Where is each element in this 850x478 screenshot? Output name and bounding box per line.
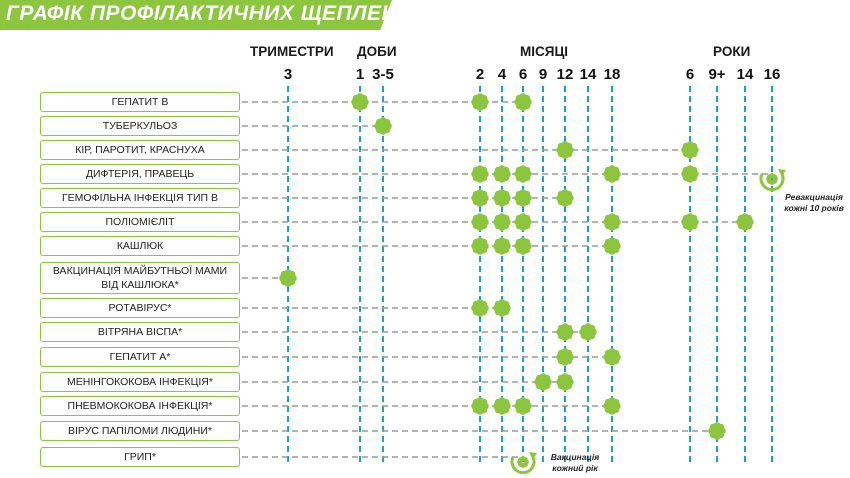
vaccine-label: ГЕПАТИТ В (40, 92, 240, 112)
vaccine-label: КАШЛЮК (40, 236, 240, 256)
vaccination-mark-icon (514, 93, 532, 111)
vaccine-label: ВІТРЯНА ВІСПА* (40, 322, 240, 342)
vaccination-mark-icon (736, 213, 754, 231)
timepoint-label: 3 (283, 66, 293, 83)
vaccination-mark-icon (603, 397, 621, 415)
group-label-trimesters: ТРИМЕСТРИ (250, 44, 334, 59)
vaccine-label: МЕНІНГОКОКОВА ІНФЕКЦІЯ* (40, 372, 240, 392)
title-banner: ГРАФІК ПРОФІЛАКТИЧНИХ ЩЕПЛЕНЬ (0, 0, 392, 30)
vaccination-mark-icon (471, 93, 489, 111)
vaccination-mark-icon (471, 213, 489, 231)
vaccination-mark-icon (471, 189, 489, 207)
vaccine-label: РОТАВІРУС* (40, 298, 240, 318)
vaccination-mark-icon (514, 189, 532, 207)
vaccination-mark-icon (493, 213, 511, 231)
vaccine-label: ГРИП* (40, 447, 240, 467)
timepoint-label: 16 (763, 66, 781, 83)
timepoint-label: 6 (518, 66, 528, 83)
vaccination-mark-icon (493, 189, 511, 207)
vaccination-mark-icon (681, 165, 699, 183)
vaccine-label: ПНЕВМОКОКОВА ІНФЕКЦІЯ* (40, 396, 240, 416)
vaccination-mark-icon (374, 117, 392, 135)
group-label-days: ДОБИ (357, 44, 397, 59)
vaccination-mark-icon (471, 397, 489, 415)
vaccination-mark-icon (493, 165, 511, 183)
vaccine-label: ПОЛІОМІЄЛІТ (40, 212, 240, 232)
vaccine-label: КІР, ПАРОТИТ, КРАСНУХА (40, 140, 240, 160)
timepoint-label: 3-5 (372, 66, 394, 83)
vaccination-mark-icon (514, 213, 532, 231)
page-title: ГРАФІК ПРОФІЛАКТИЧНИХ ЩЕПЛЕНЬ (6, 2, 413, 25)
vaccine-label: ТУБЕРКУЛЬОЗ (40, 116, 240, 136)
timepoint-label: 12 (556, 66, 574, 83)
group-label-years: РОКИ (713, 44, 751, 59)
timepoint-label: 14 (579, 66, 597, 83)
vaccination-mark-icon (603, 237, 621, 255)
vaccination-mark-icon (681, 213, 699, 231)
vaccination-mark-icon (493, 397, 511, 415)
vaccination-mark-icon (603, 213, 621, 231)
vaccination-mark-icon (556, 141, 574, 159)
flu-note: Вакцинація кожний рік (550, 452, 600, 473)
vaccination-mark-icon (556, 323, 574, 341)
vaccination-mark-icon (556, 348, 574, 366)
vaccination-mark-icon (556, 189, 574, 207)
vaccination-mark-icon (556, 373, 574, 391)
recurring-icon (510, 452, 537, 475)
vaccination-mark-icon (493, 299, 511, 317)
vaccination-mark-icon (603, 348, 621, 366)
vaccine-label: ГЕПАТИТ А* (40, 347, 240, 367)
vaccination-mark-icon (534, 373, 552, 391)
recurring-icon (759, 169, 786, 192)
vaccination-mark-icon (471, 237, 489, 255)
timepoint-label: 6 (685, 66, 695, 83)
vaccine-label: ВАКЦИНАЦІЯ МАЙБУТНЬОЇ МАМИ ВІД КАШЛЮКА* (40, 262, 240, 294)
vaccination-mark-icon (351, 93, 369, 111)
vaccine-label: ДИФТЕРІЯ, ПРАВЕЦЬ (40, 164, 240, 184)
vaccination-mark-icon (471, 165, 489, 183)
vaccination-mark-icon (471, 299, 489, 317)
vaccination-mark-icon (279, 269, 297, 287)
group-label-months: МІСЯЦІ (520, 44, 569, 59)
timepoint-label: 9 (538, 66, 548, 83)
vaccination-mark-icon (493, 237, 511, 255)
timepoint-label: 1 (355, 66, 365, 83)
revaccination-note: Ревакцинація кожні 10 років (784, 192, 844, 213)
timepoint-label: 4 (497, 66, 507, 83)
vaccine-label: ГЕМОФІЛЬНА ІНФЕКЦІЯ ТИП В (40, 188, 240, 208)
vaccination-mark-icon (579, 323, 597, 341)
vaccination-mark-icon (681, 141, 699, 159)
vaccination-mark-icon (514, 237, 532, 255)
vaccination-mark-icon (603, 165, 621, 183)
vaccination-mark-icon (708, 422, 726, 440)
timepoint-label: 2 (475, 66, 485, 83)
timepoint-label: 14 (736, 66, 754, 83)
timepoint-label: 9+ (708, 66, 726, 83)
vaccination-mark-icon (514, 165, 532, 183)
vaccine-label: ВІРУС ПАПІЛОМИ ЛЮДИНИ* (40, 421, 240, 441)
vaccination-mark-icon (514, 397, 532, 415)
timepoint-label: 18 (603, 66, 621, 83)
